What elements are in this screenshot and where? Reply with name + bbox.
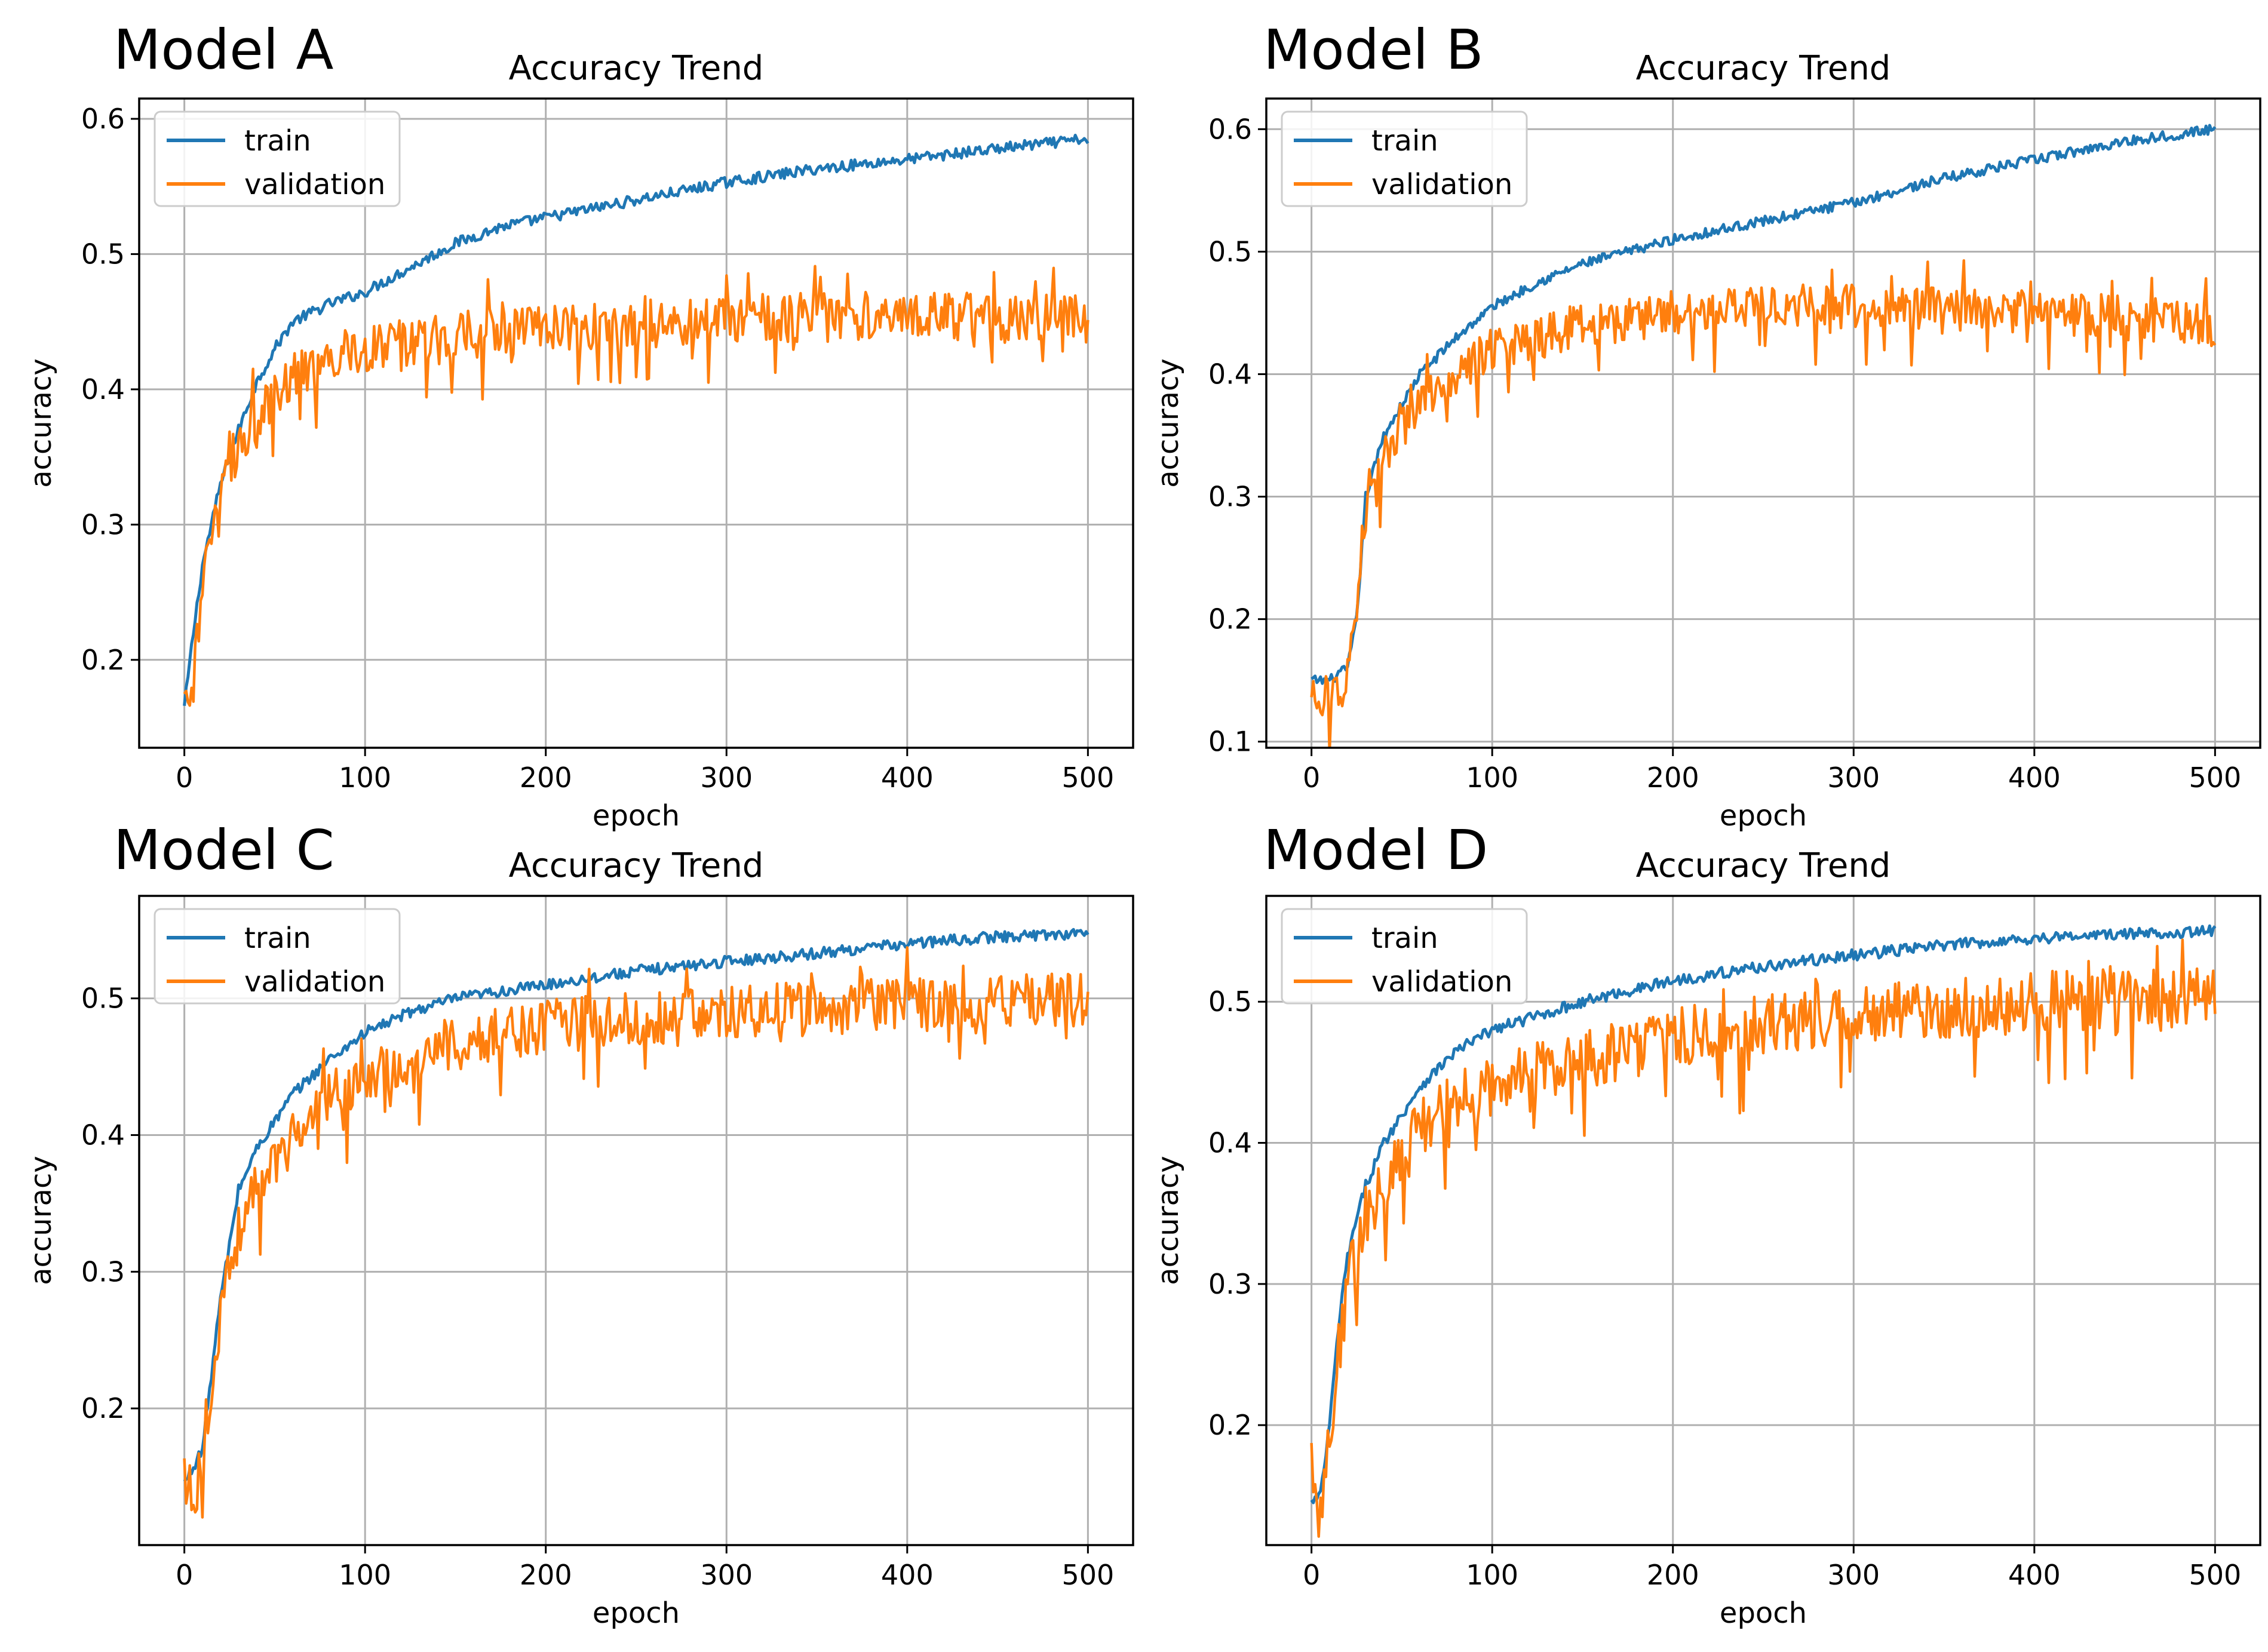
series-line-train [183,928,1090,1483]
x-tick-label: 300 [700,761,753,794]
x-tick-label: 400 [881,1559,934,1591]
x-axis-label: epoch [1720,1596,1807,1630]
chart-title: Accuracy Trend [509,49,764,88]
series-line-validation [1310,259,2217,748]
x-tick-label: 0 [1303,1559,1320,1591]
x-tick-label: 100 [339,1559,391,1591]
legend-label-train: train [244,922,311,955]
y-tick-label: 0.2 [1208,1409,1252,1441]
x-tick-label: 400 [881,761,934,794]
x-tick-label: 300 [1827,1559,1880,1591]
series-line-train [1311,124,2217,685]
legend: train validation [154,908,401,1005]
x-tick-label: 0 [1303,761,1320,794]
legend-label-validation: validation [1371,965,1512,999]
legend-label-validation: validation [1371,168,1512,201]
chart-title: Accuracy Trend [1636,846,1891,885]
x-tick-label: 500 [1061,1559,1114,1591]
y-tick-label: 0.4 [1208,1127,1252,1159]
panel-label: Model C [113,818,334,882]
chart-panel-a: Model A Accuracy Trend 0 100 200 300 400 500 0.2… [24,18,1134,833]
y-tick-label: 0.4 [81,1119,125,1151]
y-tick-label: 0.5 [1208,235,1252,268]
x-tick-label: 100 [339,761,391,794]
chart-panel-d: Model D Accuracy Trend 0 100 200 300 400 500 0.2… [1152,818,2261,1630]
y-tick-label: 0.6 [81,103,125,135]
axes-frame [138,895,1134,1546]
x-tick-label: 200 [1647,761,1699,794]
y-tick-label: 0.3 [81,508,125,541]
legend-label-train: train [1371,124,1438,158]
chart-title: Accuracy Trend [1636,49,1891,88]
y-tick-label: 0.2 [81,1392,125,1424]
legend: train validation [154,110,401,207]
legend: train validation [1281,908,1528,1005]
y-tick-label: 0.2 [81,644,125,676]
y-tick-label: 0.4 [1208,358,1252,390]
y-axis-label: accuracy [1152,358,1185,488]
legend: train validation [1281,110,1528,207]
x-tick-label: 500 [2189,1559,2241,1591]
axes-frame [138,97,1134,749]
x-tick-label: 300 [1827,761,1880,794]
y-tick-label: 0.5 [81,982,125,1015]
y-axis-label: accuracy [24,358,58,488]
x-tick-label: 300 [700,1559,753,1591]
series-line-validation [183,946,1090,1519]
y-axis-label: accuracy [1152,1156,1185,1285]
panel-label: Model B [1263,18,1484,82]
x-tick-label: 0 [176,1559,193,1591]
x-tick-label: 500 [1061,761,1114,794]
x-tick-label: 200 [1647,1559,1699,1591]
x-tick-label: 0 [176,761,193,794]
y-tick-label: 0.3 [1208,1268,1252,1300]
panel-label: Model D [1263,818,1488,882]
axes-frame [1265,97,2261,749]
y-tick-label: 0.5 [1208,985,1252,1018]
y-tick-label: 0.6 [1208,113,1252,145]
x-tick-label: 400 [2008,1559,2061,1591]
y-axis-label: accuracy [24,1156,58,1285]
x-tick-label: 100 [1466,761,1518,794]
x-axis-label: epoch [593,799,680,833]
series-line-validation [1310,938,2217,1538]
x-axis-label: epoch [593,1596,680,1630]
x-axis-label: epoch [1720,799,1807,833]
y-tick-label: 0.5 [81,238,125,270]
panel-label: Model A [113,18,333,82]
x-tick-label: 400 [2008,761,2061,794]
series-line-validation [183,265,1090,707]
y-tick-label: 0.3 [81,1255,125,1288]
series-line-train [183,133,1090,707]
y-tick-label: 0.3 [1208,481,1252,513]
legend-label-train: train [1371,922,1438,955]
y-tick-label: 0.4 [81,373,125,406]
legend-label-validation: validation [244,168,385,201]
axes-frame [1265,895,2261,1546]
x-tick-label: 200 [520,761,572,794]
legend-label-validation: validation [244,965,385,999]
y-tick-label: 0.1 [1208,726,1252,758]
x-tick-label: 200 [520,1559,572,1591]
x-tick-label: 100 [1466,1559,1518,1591]
series-line-train [1310,924,2217,1504]
y-tick-label: 0.2 [1208,603,1252,635]
chart-panel-b: Model B Accuracy Trend 0 100 200 300 400 500 0.1… [1152,18,2261,833]
x-tick-label: 500 [2189,761,2241,794]
legend-label-train: train [244,124,311,158]
chart-panel-c: Model C Accuracy Trend 0 100 200 300 400 500 0.2… [24,818,1134,1630]
chart-title: Accuracy Trend [509,846,764,885]
